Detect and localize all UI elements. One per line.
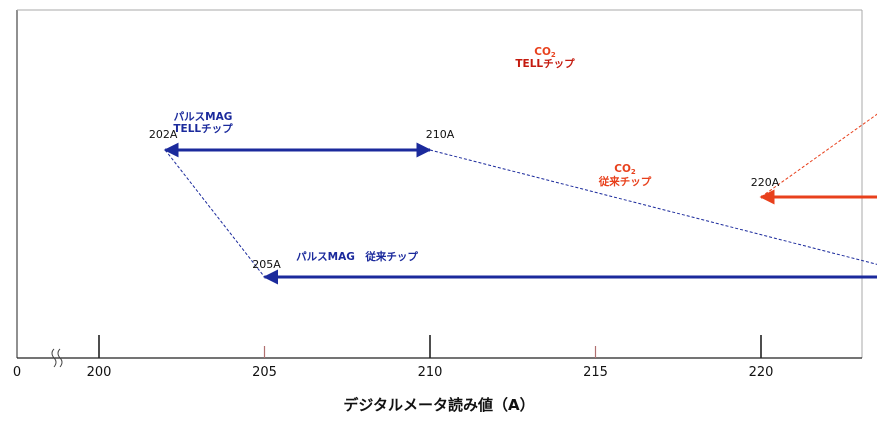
x-tick-label-220: 220 <box>749 365 774 380</box>
series-label-pulse-tell-line-1: パルスMAG <box>174 111 233 123</box>
x-tick-label-200: 200 <box>87 365 112 380</box>
x-axis-title: デジタルメータ読み値（A） <box>343 396 534 414</box>
label-co2-conv-min: 220A <box>751 176 780 189</box>
series-label-co2-tell-line-1: CO2 <box>534 46 556 59</box>
x-tick-label-210: 210 <box>418 365 443 380</box>
label-pulse-tell-max: 210A <box>426 128 455 141</box>
label-pulse-conv-min: 205A <box>252 258 281 271</box>
x-tick-label-215: 215 <box>583 365 608 380</box>
series-label-pulse-tell-line-2: TELLチップ <box>173 122 233 135</box>
x-tick-label-0: 0 <box>13 365 21 380</box>
guide-pulse-left <box>164 149 265 278</box>
guide-pulse-right <box>429 149 877 265</box>
series-label-co2-conv-line-2: 従来チップ <box>598 175 652 188</box>
series-label-pulse-conv-line-1: パルスMAG 従来チップ <box>296 250 418 263</box>
axis-break-mark <box>51 348 63 368</box>
guide-co2-left <box>760 113 877 198</box>
series-label-co2-tell-line-2: TELLチップ <box>515 57 575 70</box>
x-tick-label-205: 205 <box>252 365 277 380</box>
series-label-co2-conv-line-1: CO2 <box>614 163 636 176</box>
label-pulse-tell-min: 202A <box>149 128 178 141</box>
